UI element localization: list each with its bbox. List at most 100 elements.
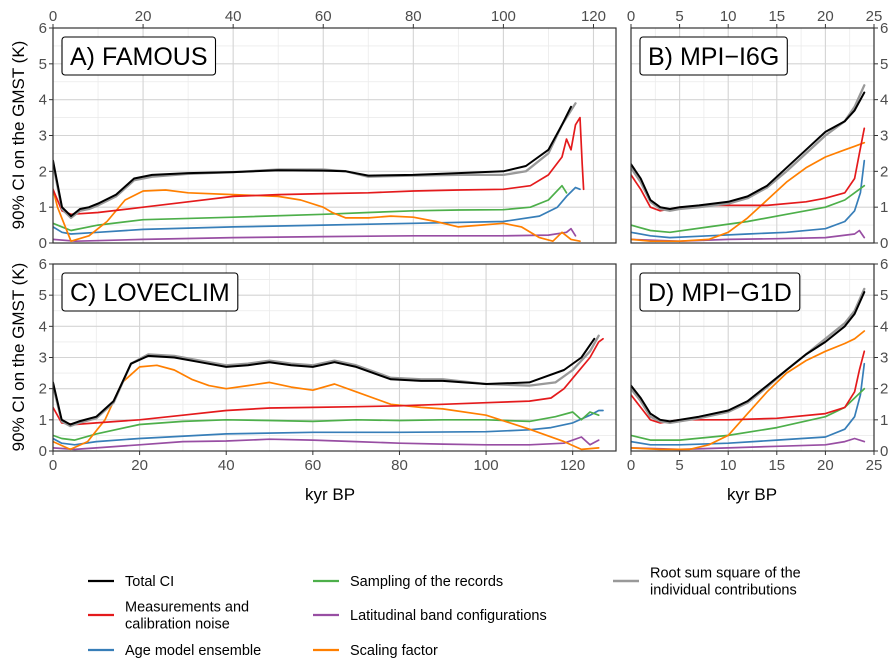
panel-title-a: A) FAMOUS xyxy=(61,36,217,76)
y-tick-label: 0 xyxy=(880,235,888,252)
y-axis-title-bottom: 90% CI on the GMST (K) xyxy=(9,263,28,452)
y-tick-label: 0 xyxy=(880,443,888,460)
y-tick-label: 2 xyxy=(39,163,47,180)
x-tick-label: 120 xyxy=(581,8,606,25)
legend-item-age: Age model ensemble xyxy=(88,643,261,659)
series-line-samp-c xyxy=(53,411,600,441)
legend-item-scale: Scaling factor xyxy=(313,643,438,659)
panel-title-text: A) FAMOUS xyxy=(70,43,208,71)
panel-c: 0 20 40 60 80 100 120 0 1 2 3 4 5 6 C) LOVECLIM xyxy=(39,256,617,474)
x-tick-label: 25 xyxy=(866,457,883,474)
panel-a: 0 20 40 60 80 100 120 0 1 2 3 4 5 6 A) FAMOUS xyxy=(39,8,617,252)
x-tick-label: 100 xyxy=(474,457,499,474)
y-tick-label: 5 xyxy=(39,287,47,304)
y-tick-label: 4 xyxy=(39,92,47,109)
x-tick-label: 40 xyxy=(225,8,242,25)
panel-title-d: D) MPI−G1D xyxy=(639,272,801,312)
series-line-samp-a xyxy=(53,184,568,232)
panel-b: 0 5 10 15 20 25 0 1 2 3 4 5 6 B) MPI−I6G xyxy=(627,8,889,252)
y-tick-label: 2 xyxy=(880,163,888,180)
series-line-scale-b xyxy=(631,141,866,243)
y-tick-label: 1 xyxy=(39,199,47,216)
y-tick-label: 0 xyxy=(39,235,47,252)
series-line-rss-c xyxy=(53,334,600,428)
y-tick-label: 4 xyxy=(880,318,888,335)
y-tick-label: 6 xyxy=(39,20,47,37)
series-line-scale-d xyxy=(631,330,866,451)
series-line-meas-c xyxy=(53,337,604,426)
series-group xyxy=(53,102,585,243)
series-line-rss-d xyxy=(631,287,866,425)
series-group xyxy=(631,84,866,243)
x-tick-label: 0 xyxy=(49,8,57,25)
y-tick-label: 2 xyxy=(880,381,888,398)
x-tick-label: 60 xyxy=(305,457,322,474)
x-axis-title-right: kyr BP xyxy=(727,485,777,504)
legend-label: Sampling of the records xyxy=(350,574,503,590)
y-tick-label: 1 xyxy=(880,199,888,216)
y-tick-label: 4 xyxy=(39,318,47,335)
y-tick-label: 1 xyxy=(880,412,888,429)
x-tick-label: 0 xyxy=(49,457,57,474)
y-tick-label: 6 xyxy=(880,256,888,273)
x-tick-label: 0 xyxy=(627,457,635,474)
panel-title-box xyxy=(639,272,801,312)
legend-label: Scaling factor xyxy=(350,643,438,659)
x-tick-label: 25 xyxy=(866,8,883,25)
y-tick-label: 4 xyxy=(880,92,888,109)
y-tick-label: 3 xyxy=(39,128,47,145)
series-line-samp-b xyxy=(631,184,866,234)
y-tick-label: 3 xyxy=(880,350,888,367)
series-line-total-c xyxy=(53,337,596,426)
x-tick-label: 20 xyxy=(135,8,152,25)
x-tick-label: 0 xyxy=(627,8,635,25)
panel-title-c: C) LOVECLIM xyxy=(61,272,239,312)
x-tick-label: 120 xyxy=(560,457,585,474)
x-tick-label: 20 xyxy=(817,8,834,25)
series-line-lat-c xyxy=(53,436,600,451)
series-line-age-a xyxy=(53,186,581,235)
panel-title-text: B) MPI−I6G xyxy=(648,43,779,71)
x-tick-label: 80 xyxy=(405,8,422,25)
x-axis-title-left: kyr BP xyxy=(305,485,355,504)
y-tick-label: 3 xyxy=(39,350,47,367)
legend-label: Measurements and xyxy=(125,600,249,616)
legend-item-samp: Sampling of the records xyxy=(313,574,503,590)
x-tick-label: 20 xyxy=(131,457,148,474)
legend-label: Age model ensemble xyxy=(125,643,261,659)
x-tick-label: 60 xyxy=(315,8,332,25)
x-tick-label: 5 xyxy=(675,457,683,474)
x-tick-label: 20 xyxy=(817,457,834,474)
series-line-samp-d xyxy=(631,387,866,441)
series-line-rss-b xyxy=(631,84,866,212)
series-line-meas-d xyxy=(631,350,866,424)
series-line-meas-a xyxy=(53,116,585,216)
series-line-total-b xyxy=(631,91,866,210)
panel-title-text: C) LOVECLIM xyxy=(70,279,230,307)
series-line-age-b xyxy=(631,159,866,239)
panel-title-box xyxy=(61,36,217,76)
panel-title-text: D) MPI−G1D xyxy=(648,279,792,307)
y-tick-label: 2 xyxy=(39,381,47,398)
x-tick-label: 100 xyxy=(491,8,516,25)
x-tick-label: 15 xyxy=(768,457,785,474)
y-tick-label: 6 xyxy=(39,256,47,273)
y-tick-label: 5 xyxy=(39,56,47,73)
panel-title-box xyxy=(61,272,239,312)
y-tick-label: 0 xyxy=(39,443,47,460)
x-tick-label: 10 xyxy=(720,457,737,474)
series-line-meas-b xyxy=(631,127,866,212)
legend-item-lat: Latitudinal band configurations xyxy=(313,608,547,624)
panel-title-b: B) MPI−I6G xyxy=(639,36,788,76)
x-tick-label: 40 xyxy=(218,457,235,474)
y-tick-label: 1 xyxy=(39,412,47,429)
series-group xyxy=(53,334,604,451)
y-tick-label: 5 xyxy=(880,287,888,304)
legend-label: individual contributions xyxy=(650,583,797,599)
series-line-total-a xyxy=(53,105,572,218)
y-axis-title-top: 90% CI on the GMST (K) xyxy=(9,41,28,230)
legend-label: calibration noise xyxy=(125,617,230,633)
